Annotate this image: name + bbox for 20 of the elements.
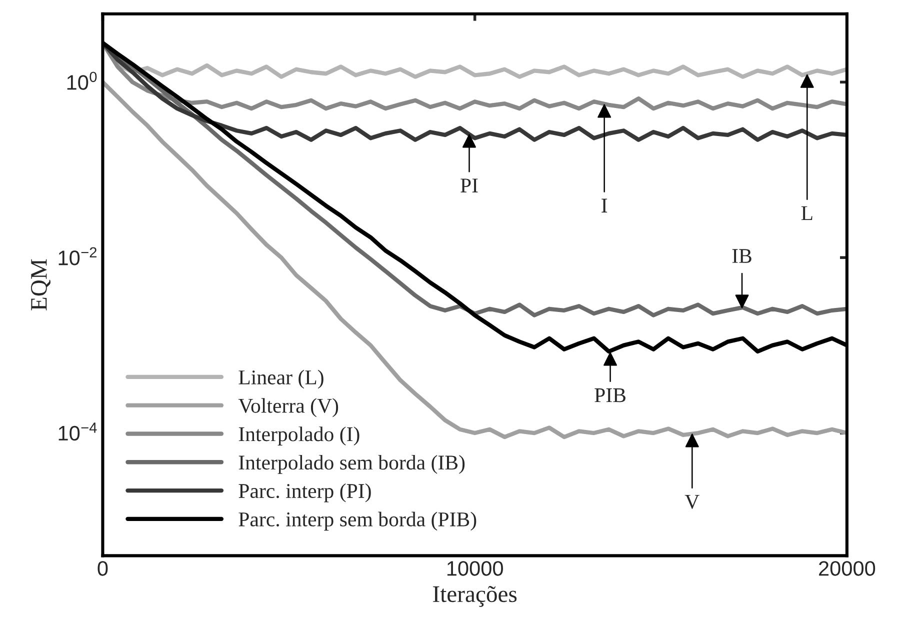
legend-label: Linear (L) (238, 370, 324, 389)
y-tick-label: 10$^{−4}$ (58, 422, 97, 441)
legend-label: Interpolado sem borda (IB) (238, 454, 465, 474)
annotation: I (602, 198, 608, 212)
annotation: V (684, 494, 700, 509)
annotation: L (801, 206, 812, 220)
annotation: IB (732, 249, 752, 263)
y-tick-label: 10$^{−2}$ (58, 247, 96, 266)
y-tick-label: 10$^{0}$ (67, 72, 97, 90)
annotation: PIB (594, 388, 626, 402)
annotation: PI (460, 178, 478, 192)
legend-label: Interpolado (I) (238, 426, 360, 446)
x-tick-label: 0 (98, 561, 108, 576)
legend-label: Parc. interp sem borda (PIB) (238, 512, 476, 531)
x-axis-title: Iterações (433, 586, 517, 607)
legend-label: Volterra (V) (238, 398, 338, 418)
x-tick-label: 10000 (447, 561, 503, 576)
legend-label: Parc. interp (PI) (238, 483, 371, 502)
x-tick-label: 20000 (819, 561, 876, 576)
y-axis-title: EQM (31, 259, 50, 310)
